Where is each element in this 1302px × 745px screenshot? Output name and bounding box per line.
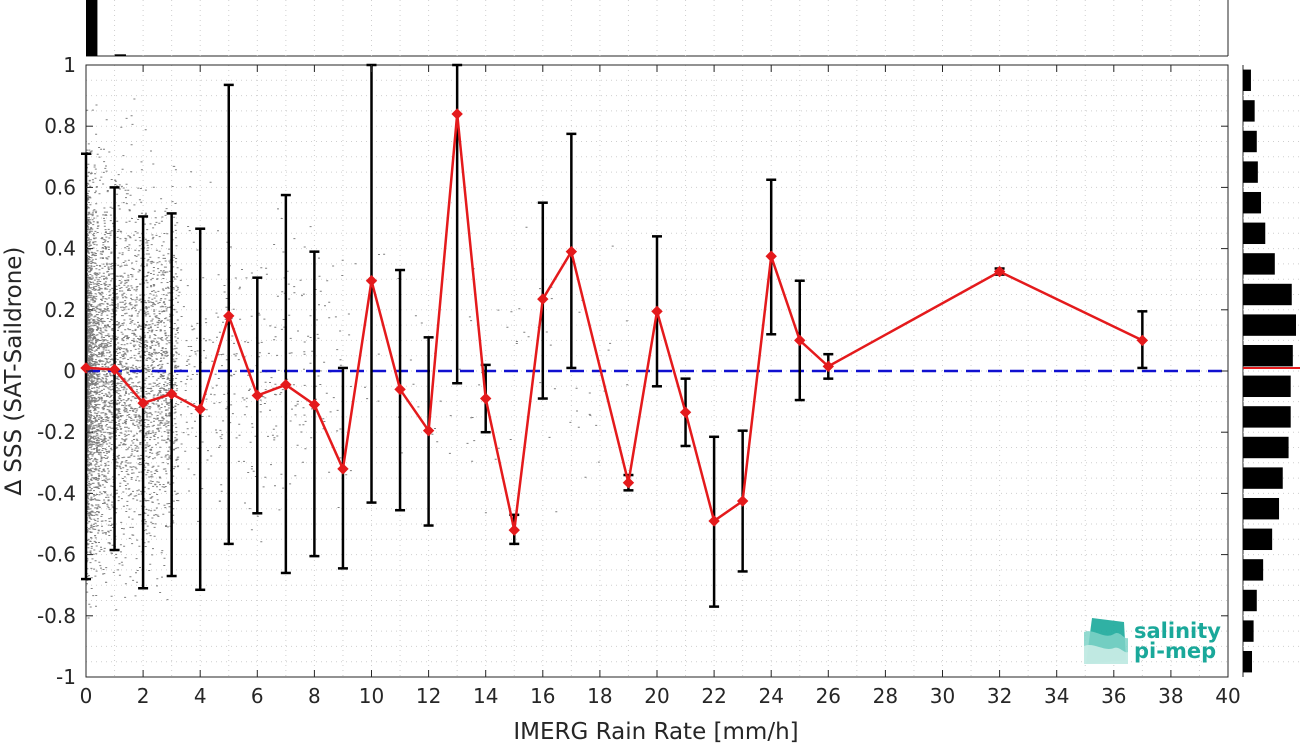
mean-point	[537, 293, 549, 305]
x-tick-label: 10	[359, 684, 384, 708]
top-hist-bar	[114, 54, 126, 56]
binned-mean-series	[80, 108, 1149, 536]
y-axis: -1 -0.8 -0.6 -0.4 -0.2 0 0.2 0.4 0.6 0.8 1	[37, 53, 1228, 689]
mean-point	[337, 463, 349, 475]
x-tick-label: 18	[587, 684, 612, 708]
mean-point	[565, 245, 578, 258]
right-hist-bar	[1243, 650, 1253, 673]
mean-point	[708, 515, 720, 527]
x-tick-label: 0	[80, 684, 93, 708]
mean-point	[1136, 334, 1149, 347]
scatter-points	[86, 98, 629, 619]
mean-point	[679, 406, 692, 419]
y-tick-label: -1	[56, 665, 76, 689]
right-hist-bar	[1243, 467, 1283, 489]
right-hist-bar	[1243, 314, 1296, 336]
mean-point	[137, 397, 149, 409]
right-hist-bar	[1243, 69, 1251, 92]
x-tick-label: 14	[473, 684, 498, 708]
y-tick-label: -0.6	[37, 543, 76, 567]
mean-point	[479, 392, 492, 405]
mean-point	[651, 305, 663, 318]
right-hist-bar	[1243, 589, 1257, 612]
x-tick-label: 20	[644, 684, 669, 708]
mean-point	[223, 310, 235, 322]
x-tick-label: 22	[701, 684, 726, 708]
x-tick-label: 34	[1044, 684, 1069, 708]
x-tick-label: 28	[873, 684, 898, 708]
x-tick-label: 30	[930, 684, 955, 708]
right-hist-bar	[1243, 559, 1264, 581]
x-tick-label: 40	[1215, 684, 1240, 708]
mean-point	[80, 362, 92, 374]
y-tick-label: 0.8	[44, 114, 76, 138]
right-hist-bar	[1243, 253, 1275, 275]
right-hist-bar	[1243, 436, 1289, 459]
top-hist-bar	[86, 0, 98, 56]
logo-line-2: pi-mep	[1134, 639, 1216, 663]
right-hist-bar	[1243, 222, 1266, 245]
mean-point	[194, 403, 206, 415]
mean-line	[85, 113, 1143, 531]
x-tick-label: 26	[816, 684, 841, 708]
top-histogram	[86, 0, 1229, 57]
mean-point	[394, 383, 406, 396]
scatter-cloud	[86, 98, 629, 619]
x-tick-label: 36	[1101, 684, 1126, 708]
mean-point	[765, 250, 777, 262]
right-histogram	[1242, 65, 1300, 677]
right-hist-bar	[1243, 283, 1292, 306]
right-hist-bar	[1243, 497, 1280, 520]
logo-mark-icon	[1084, 618, 1128, 664]
x-tick-label: 16	[530, 684, 555, 708]
right-hist-bar	[1243, 406, 1291, 428]
mean-point	[993, 265, 1006, 278]
right-hist-bar	[1243, 528, 1273, 551]
y-tick-label: 0	[63, 359, 76, 383]
x-tick-label: 32	[987, 684, 1012, 708]
right-hist-bar	[1243, 344, 1293, 367]
mean-point	[794, 334, 806, 347]
y-tick-label: 0.2	[44, 298, 76, 322]
mean-point	[308, 398, 321, 411]
logo-line-1: salinity	[1134, 619, 1221, 643]
x-tick-label: 2	[137, 684, 150, 708]
mean-point	[622, 476, 635, 489]
mean-point	[108, 363, 121, 376]
y-tick-label: 1	[63, 53, 76, 77]
mean-point	[165, 388, 178, 400]
y-tick-label: 0.6	[44, 175, 76, 199]
x-tick-label: 38	[1158, 684, 1183, 708]
mean-point	[822, 360, 835, 373]
right-hist-bar	[1243, 100, 1255, 122]
x-tick-label: 4	[194, 684, 207, 708]
x-tick-label: 6	[251, 684, 264, 708]
error-bars	[81, 63, 1148, 608]
x-tick-label: 12	[416, 684, 441, 708]
right-hist-bar	[1243, 191, 1262, 214]
mean-point	[422, 424, 435, 437]
right-hist-bar	[1243, 161, 1258, 183]
mean-point	[736, 495, 749, 507]
mean-point	[508, 524, 520, 536]
y-tick-label: -0.4	[37, 481, 76, 505]
salinity-pi-mep-logo: salinity pi-mep	[1084, 618, 1221, 664]
y-tick-label: -0.2	[37, 420, 76, 444]
right-hist-bar	[1243, 130, 1257, 153]
x-tick-label: 8	[308, 684, 321, 708]
x-axis: 0 2 4 6 8 10 12 14 16 18 20 22 24 26 28 30 32 34 36 38 40	[80, 65, 1241, 708]
right-hist-bar	[1243, 620, 1254, 642]
right-hist-bar	[1243, 375, 1291, 398]
mean-point	[251, 389, 264, 402]
mean-point	[280, 379, 292, 391]
mean-point	[451, 108, 463, 120]
x-axis-title: IMERG Rain Rate [mm/h]	[513, 719, 798, 745]
y-axis-title: ∆ SSS (SAT-Saildrone)	[1, 247, 27, 497]
y-tick-label: -0.8	[37, 604, 76, 628]
y-tick-label: 0.4	[44, 237, 76, 261]
x-tick-label: 24	[758, 684, 783, 708]
mean-point	[365, 275, 378, 287]
